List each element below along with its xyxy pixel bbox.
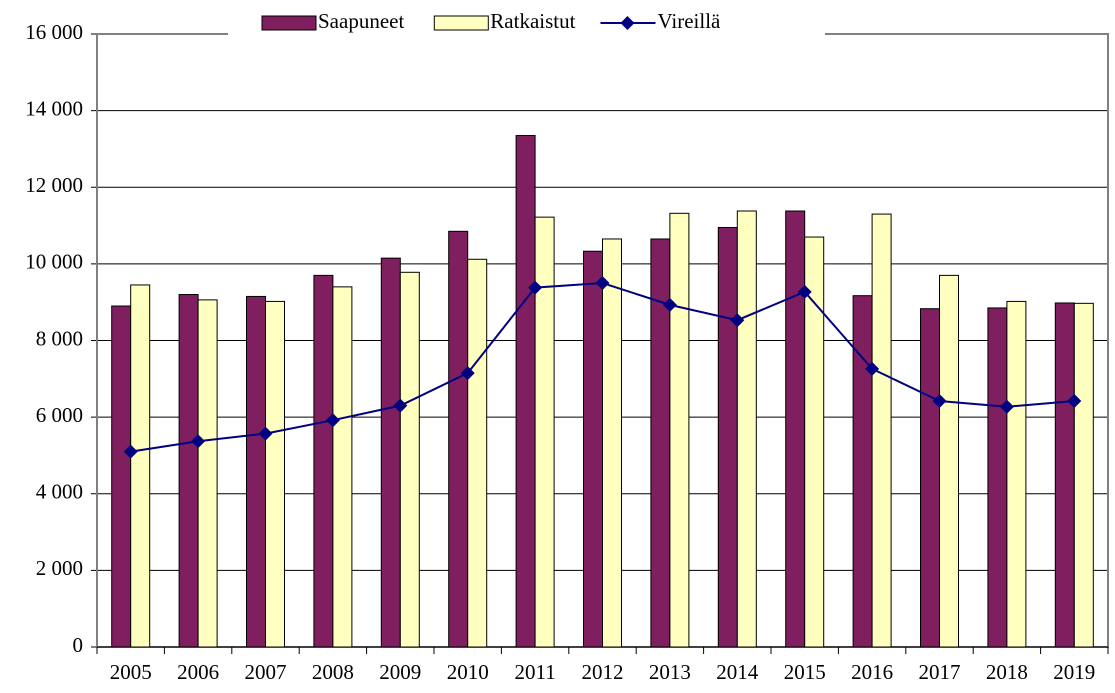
y-tick-label: 6 000 — [36, 403, 83, 427]
bar — [717, 226, 738, 648]
marker — [865, 361, 880, 376]
bar — [313, 274, 334, 648]
y-tick-label: 4 000 — [36, 480, 83, 504]
marker — [528, 280, 543, 295]
x-tick-label: 2017 — [919, 660, 961, 684]
y-tick-label: 10 000 — [25, 250, 83, 274]
legend-label: Ratkaistut — [490, 9, 575, 33]
bar — [197, 299, 218, 648]
legend-marker — [620, 16, 635, 30]
x-tick-label: 2014 — [716, 660, 759, 684]
legend-label: Vireillä — [657, 9, 721, 33]
bar — [602, 238, 622, 648]
bar — [736, 210, 757, 648]
x-tick-label: 2019 — [1053, 660, 1095, 684]
marker — [393, 398, 408, 413]
marker — [325, 413, 340, 428]
legend-swatch — [261, 15, 317, 31]
marker — [797, 284, 812, 299]
marker — [730, 313, 745, 328]
bar — [380, 257, 401, 648]
bar — [332, 286, 353, 648]
bar — [178, 294, 199, 648]
bar — [871, 213, 892, 648]
legend-item: Ratkaistut — [433, 9, 576, 33]
bar — [467, 258, 488, 648]
bar — [804, 236, 825, 648]
x-tick-label: 2015 — [784, 660, 826, 684]
bar — [1006, 300, 1027, 648]
y-tick-label: 0 — [73, 633, 84, 657]
bar — [669, 212, 690, 648]
legend-label: Saapuneet — [318, 9, 404, 33]
bar — [534, 216, 555, 648]
bar — [448, 230, 469, 648]
bar — [1073, 302, 1094, 648]
legend-item: Vireillä — [600, 9, 721, 33]
bar — [785, 210, 806, 648]
x-tick-label: 2018 — [986, 660, 1028, 684]
x-tick-label: 2007 — [245, 660, 287, 684]
x-tick-label: 2010 — [447, 660, 489, 684]
x-tick-label: 2013 — [649, 660, 691, 684]
bar — [920, 308, 940, 648]
x-tick-label: 2009 — [379, 660, 421, 684]
bar — [852, 295, 873, 648]
x-tick-label: 2006 — [177, 660, 219, 684]
marker — [932, 394, 947, 409]
x-tick-label: 2012 — [582, 660, 624, 684]
y-tick-label: 12 000 — [25, 173, 83, 197]
y-tick-label: 14 000 — [25, 96, 83, 120]
x-tick-label: 2011 — [514, 660, 555, 684]
marker — [191, 434, 206, 449]
marker — [595, 276, 610, 291]
legend-swatch — [433, 15, 489, 31]
bar — [987, 307, 1008, 648]
marker — [460, 366, 475, 381]
bar — [265, 300, 285, 648]
bar — [1054, 302, 1075, 648]
x-tick-label: 2008 — [312, 660, 354, 684]
legend-item: Saapuneet — [261, 9, 404, 33]
marker — [1067, 394, 1082, 409]
y-tick-label: 8 000 — [36, 326, 83, 350]
marker — [123, 444, 138, 459]
x-tick-label: 2016 — [851, 660, 893, 684]
bar — [246, 295, 266, 648]
bar — [399, 271, 420, 648]
y-tick-label: 2 000 — [36, 556, 83, 580]
legend-box — [228, 8, 825, 48]
x-tick-label: 2005 — [110, 660, 152, 684]
bar — [583, 250, 603, 648]
marker — [258, 426, 273, 441]
marker — [999, 399, 1014, 414]
marker — [662, 297, 677, 312]
bar — [515, 135, 536, 648]
y-tick-label: 16 000 — [25, 20, 83, 44]
bar — [939, 274, 959, 648]
bar — [111, 305, 132, 648]
bar — [130, 284, 151, 648]
